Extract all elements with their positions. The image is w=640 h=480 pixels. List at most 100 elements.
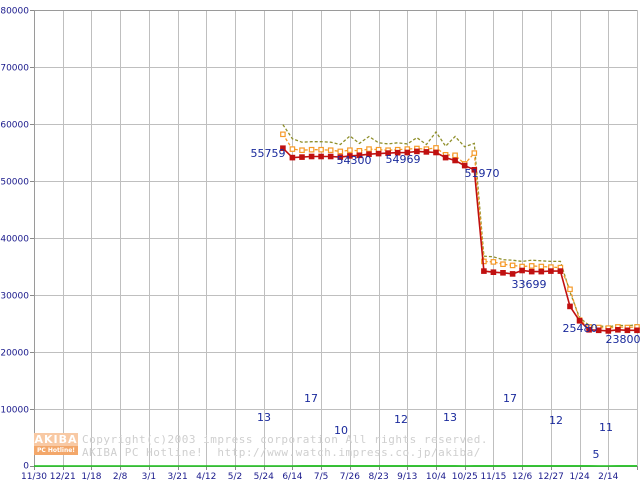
x-tick-label: 6/14 xyxy=(282,472,302,480)
x-tick-label: 1/24 xyxy=(569,472,589,480)
series-marker-min-price xyxy=(394,149,401,156)
data-label: 12 xyxy=(394,413,408,426)
series-layer xyxy=(34,124,640,467)
series-marker-avg-price xyxy=(500,261,506,268)
data-label: 54969 xyxy=(386,153,421,166)
x-tick-label: 12/6 xyxy=(512,472,532,480)
x-tick-label: 5/24 xyxy=(254,472,274,480)
series-marker-min-price xyxy=(318,153,324,160)
series-marker-avg-price xyxy=(528,263,535,269)
series-marker-min-price xyxy=(423,149,430,155)
data-label: 13 xyxy=(443,411,457,424)
series-marker-min-price xyxy=(519,267,525,274)
series-marker-min-price xyxy=(347,153,353,159)
series-marker-min-price xyxy=(500,270,506,276)
series-marker-avg-price xyxy=(356,148,363,154)
series-marker-min-price xyxy=(557,268,564,274)
series-marker-min-price xyxy=(481,268,487,274)
series-marker-avg-price xyxy=(318,146,324,153)
x-axis-labels: 11/30 12/21 1/18 2/8 3/1 3/21 4/12 5/2 5/24 6/14 7… xyxy=(21,472,619,480)
series-marker-avg-price xyxy=(538,263,545,270)
x-tick-label: 7/26 xyxy=(340,472,360,480)
series-marker-min-price xyxy=(595,327,602,334)
series-marker-avg-price xyxy=(471,150,478,156)
series-marker-min-price xyxy=(509,271,516,277)
series-line-min-price xyxy=(282,147,637,332)
series-marker-avg-price xyxy=(308,146,315,153)
series-marker-avg-price xyxy=(337,148,344,155)
x-tick-label: 3/1 xyxy=(142,472,156,480)
y-axis-labels: 0 10000 20000 30000 40000 50000 60000 70000 8000… xyxy=(0,7,29,472)
data-label: 25480 xyxy=(563,322,598,335)
series-marker-min-price xyxy=(528,268,535,275)
series-marker-min-price xyxy=(356,152,363,159)
series-marker-avg-price xyxy=(280,131,286,138)
x-tick-label: 3/21 xyxy=(167,472,187,480)
series-marker-avg-price xyxy=(567,286,573,293)
data-label: 13 xyxy=(257,411,271,424)
series-marker-min-price xyxy=(452,157,458,164)
series-marker-min-price xyxy=(490,269,497,276)
series-marker-avg-price xyxy=(347,147,353,154)
data-label: 12 xyxy=(549,414,563,427)
series-marker-avg-price xyxy=(509,262,516,269)
x-tick-label: 12/27 xyxy=(538,472,564,480)
x-tick-label: 10/4 xyxy=(426,472,446,480)
data-label: 54300 xyxy=(337,154,372,167)
series-marker-min-price xyxy=(337,154,344,160)
series-marker-min-price xyxy=(548,268,554,274)
series-marker-min-price xyxy=(414,148,420,155)
y-tick-label: 50000 xyxy=(0,178,29,188)
y-tick-label: 40000 xyxy=(0,235,29,245)
data-label: 51970 xyxy=(465,167,500,180)
series-marker-min-price xyxy=(624,327,631,334)
data-label: 17 xyxy=(503,392,517,405)
x-tick-label: 12/21 xyxy=(50,472,76,480)
data-label: 33699 xyxy=(512,278,547,291)
series-marker-min-price xyxy=(538,268,545,275)
series-marker-min-price xyxy=(634,327,640,334)
series-marker-min-price xyxy=(576,318,583,324)
series-marker-min-price xyxy=(461,162,468,169)
data-label: 23800 xyxy=(606,333,640,346)
series-marker-min-price xyxy=(280,145,286,152)
series-marker-min-price xyxy=(375,150,382,157)
series-marker-min-price xyxy=(605,328,612,334)
y-tick-label: 20000 xyxy=(0,349,29,359)
data-label: 5 xyxy=(593,448,600,461)
series-marker-avg-price xyxy=(452,152,458,159)
data-label: 17 xyxy=(304,392,318,405)
series-marker-min-price xyxy=(586,327,592,333)
y-tick-label: 0 xyxy=(23,462,29,472)
x-tick-label: 2/14 xyxy=(598,472,618,480)
series-marker-min-price xyxy=(299,154,305,160)
series-marker-min-price xyxy=(471,167,478,173)
series-marker-min-price xyxy=(404,149,411,156)
data-label: 11 xyxy=(599,421,613,434)
series-marker-avg-price xyxy=(366,146,372,152)
series-marker-min-price xyxy=(289,154,296,161)
series-marker-avg-price xyxy=(289,146,296,152)
y-tick-label: 60000 xyxy=(0,121,29,131)
y-tick-label: 80000 xyxy=(0,7,29,17)
y-tick-label: 10000 xyxy=(0,406,29,416)
x-tick-label: 9/13 xyxy=(397,472,417,480)
data-label: 55759 xyxy=(251,147,286,160)
series-marker-avg-price xyxy=(490,259,497,265)
series-marker-min-price xyxy=(442,154,449,161)
series-marker-avg-price xyxy=(299,147,305,154)
x-tick-label: 11/30 xyxy=(21,472,47,480)
x-tick-label: 5/2 xyxy=(228,472,242,480)
y-tick-label: 70000 xyxy=(0,64,29,74)
data-label-layer: 55759 54300 54969 51970 33699 25480 23800 13 17 1… xyxy=(251,147,640,461)
grid-layer xyxy=(30,10,638,470)
x-tick-label: 7/5 xyxy=(314,472,328,480)
y-tick-label: 30000 xyxy=(0,292,29,302)
series-marker-min-price xyxy=(433,149,439,156)
series-marker-min-price xyxy=(567,303,573,310)
x-tick-label: 2/8 xyxy=(113,472,128,480)
series-marker-avg-price xyxy=(327,147,334,154)
x-tick-label: 10/25 xyxy=(452,472,478,480)
x-tick-label: 11/15 xyxy=(480,472,506,480)
